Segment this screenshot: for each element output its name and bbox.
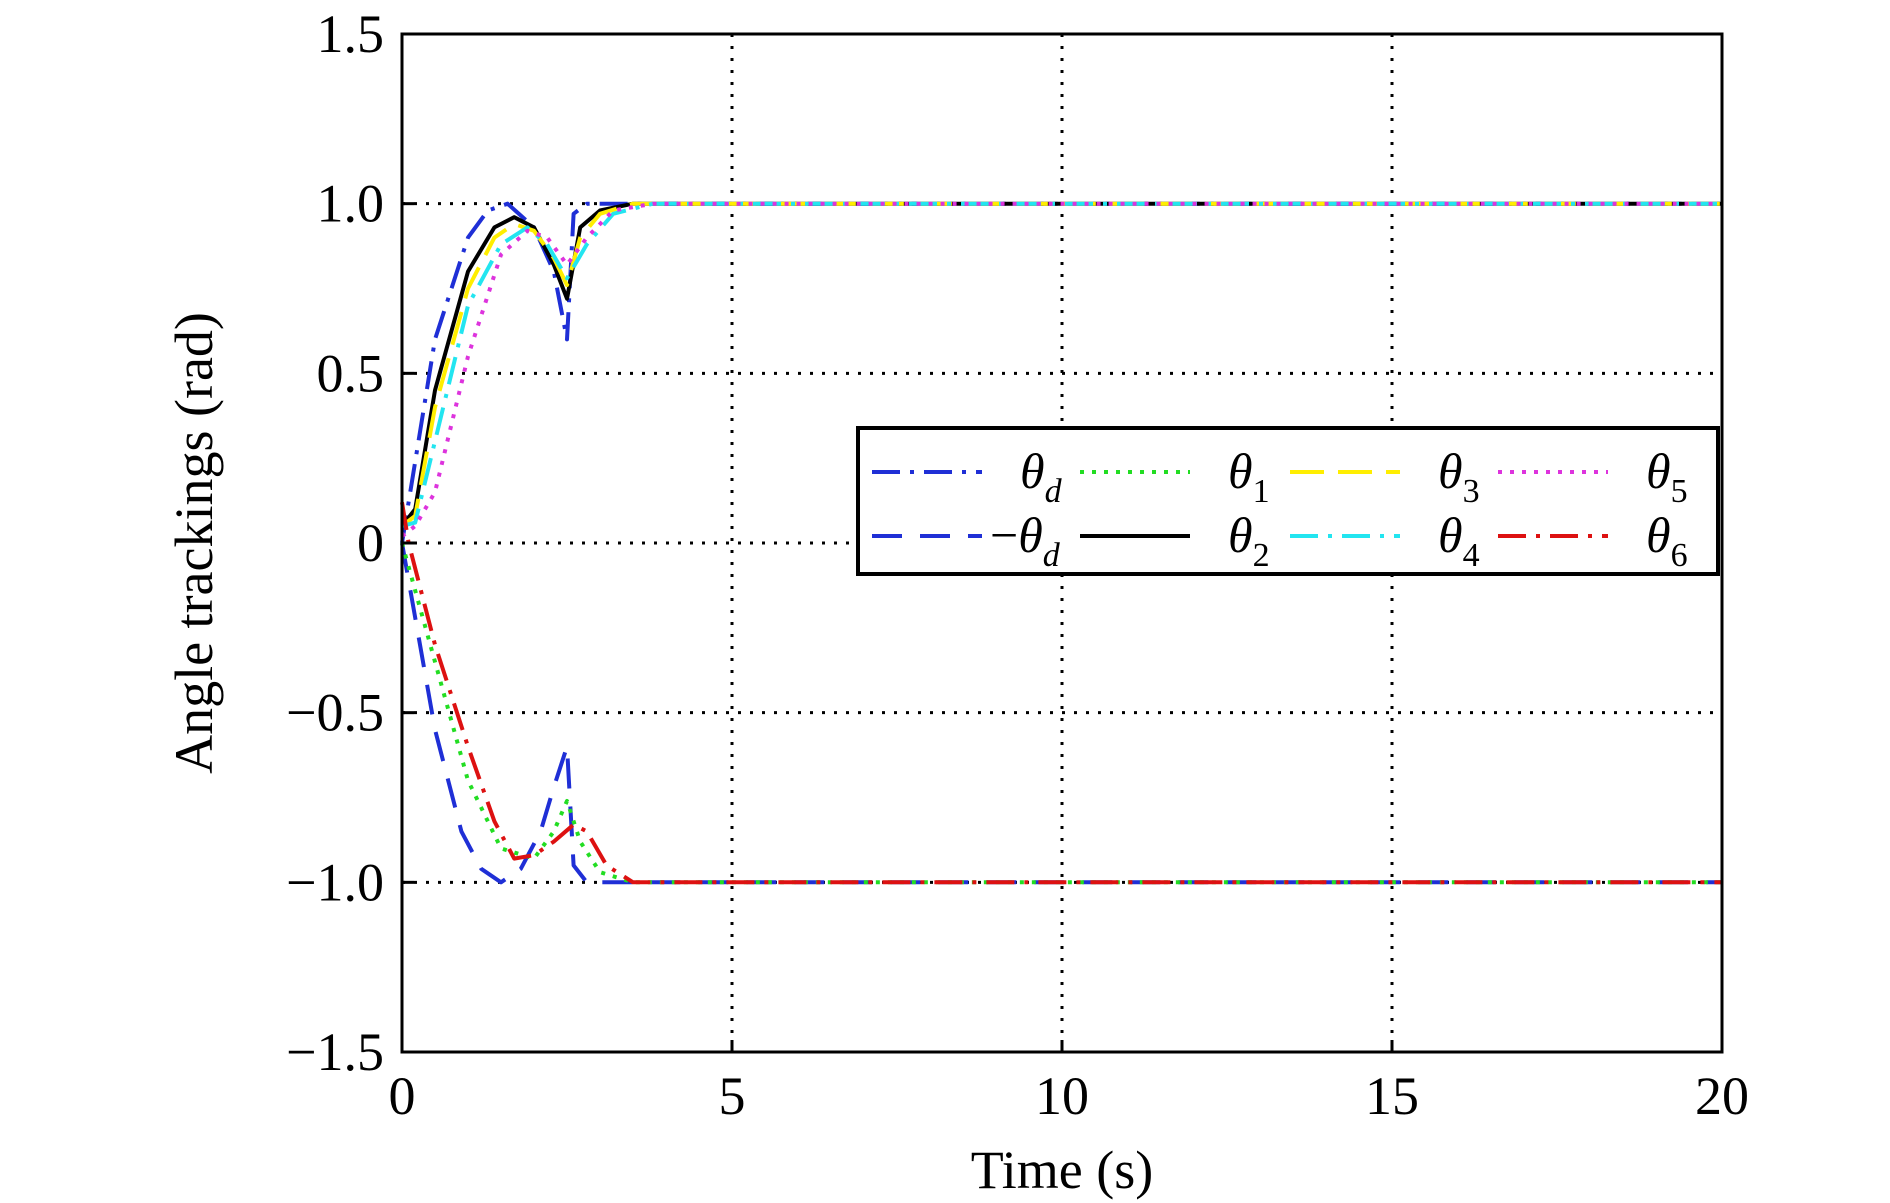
y-axis-label: Angle trackings (rad) [164,312,224,774]
legend-entry-2: −θd [872,507,1061,574]
legend-entry-5: θ3 [1290,443,1480,510]
y-tick-label: −0.5 [286,683,384,743]
legend-label: θ5 [1646,443,1688,510]
legend-entry-4: θ2 [1080,507,1270,574]
legend-entry-7: θ5 [1498,443,1688,510]
legend-entry-3: θ1 [1080,443,1270,510]
y-tick-label: 0.5 [317,343,385,403]
series-line-7 [400,201,1722,538]
legend-label: −θd [990,507,1061,574]
legend-box [856,426,1720,576]
legend-label: θ1 [1228,443,1270,510]
x-tick-label: 20 [1695,1066,1749,1126]
y-tick-label: 0 [357,513,384,573]
series-line-4 [400,201,1722,528]
legend-entry-6: θ4 [1290,507,1480,574]
x-tick-label: 0 [389,1066,416,1126]
series-line-8 [400,501,1722,885]
legend-entry-1: θd [872,443,1063,510]
y-tick-label: −1.5 [286,1022,384,1082]
x-tick-label: 5 [719,1066,746,1126]
y-tick-label: 1.0 [317,174,385,234]
y-tick-label: −1.0 [286,852,384,912]
legend-label: θ2 [1228,507,1270,574]
legend-entry-8: θ6 [1498,507,1688,574]
series-line-2 [400,542,1722,885]
series-lines [400,201,1722,885]
legend-label: θ6 [1646,507,1688,574]
series-line-5 [400,201,1722,528]
y-tick-label: 1.5 [317,4,385,64]
x-tick-label: 10 [1035,1066,1089,1126]
x-axis-label: Time (s) [971,1140,1154,1200]
x-axis-ticks: 0 5 10 15 20 [389,1040,1749,1126]
legend-label: θ3 [1438,443,1480,510]
x-tick-label: 15 [1365,1066,1419,1126]
legend-label: θ4 [1438,507,1480,574]
legend-label: θd [1020,443,1063,510]
y-axis-ticks: 1.5 1.0 0.5 0 −0.5 −1.0 −1.5 [286,4,414,1082]
